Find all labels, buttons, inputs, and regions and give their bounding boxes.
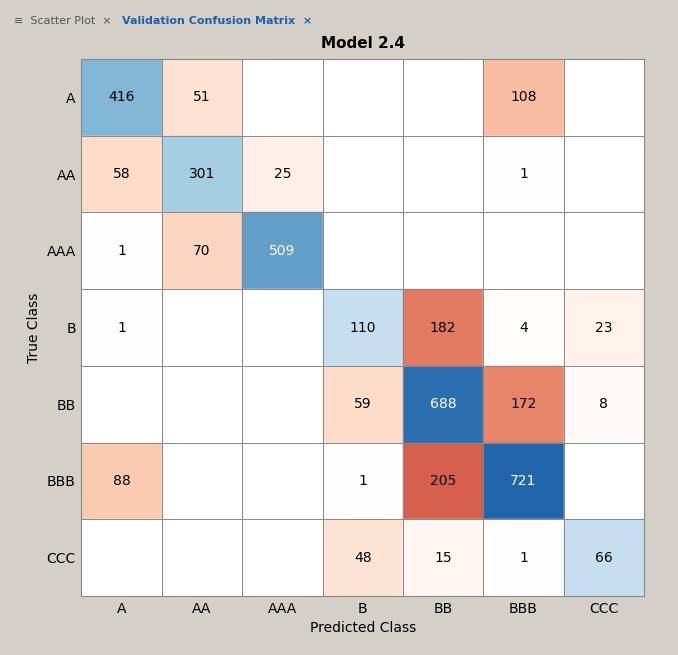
Bar [323,366,403,443]
Text: 51: 51 [193,90,211,104]
Bar [323,212,403,289]
X-axis label: Predicted Class: Predicted Class [310,621,416,635]
Bar [81,519,162,596]
Bar [563,366,644,443]
Bar [242,519,323,596]
Text: 182: 182 [430,320,456,335]
Bar [242,289,323,366]
Bar [483,136,563,212]
Bar [563,136,644,212]
Bar [242,443,323,519]
Text: 8: 8 [599,397,608,411]
Bar [323,289,403,366]
Text: 205: 205 [430,474,456,488]
Bar [162,519,242,596]
Bar [81,366,162,443]
Bar [81,443,162,519]
Bar [563,443,644,519]
Text: 1: 1 [117,320,126,335]
Bar [483,59,563,136]
Title: Model 2.4: Model 2.4 [321,36,405,51]
Bar [403,59,483,136]
Bar [403,289,483,366]
Bar [483,289,563,366]
Bar [323,519,403,596]
Bar [323,443,403,519]
Bar [162,366,242,443]
Text: 25: 25 [274,167,291,181]
Text: 172: 172 [511,397,537,411]
Text: 48: 48 [354,551,372,565]
Bar [563,59,644,136]
Bar [242,59,323,136]
Bar [563,212,644,289]
Bar [162,443,242,519]
Bar [563,289,644,366]
Text: 23: 23 [595,320,613,335]
Bar [483,443,563,519]
Text: 59: 59 [354,397,372,411]
Bar [162,289,242,366]
Bar [162,136,242,212]
Text: 1: 1 [358,474,367,488]
Text: 110: 110 [349,320,376,335]
Bar [403,212,483,289]
Bar [242,136,323,212]
Bar [81,136,162,212]
Text: 416: 416 [108,90,135,104]
Text: 88: 88 [113,474,130,488]
Bar [242,366,323,443]
Bar [242,212,323,289]
Bar [323,136,403,212]
Y-axis label: True Class: True Class [27,292,41,363]
Bar [403,136,483,212]
Text: 1: 1 [117,244,126,258]
Text: 108: 108 [511,90,537,104]
Bar [162,59,242,136]
Text: 4: 4 [519,320,528,335]
Bar [403,519,483,596]
Text: 1: 1 [519,167,528,181]
Text: 509: 509 [269,244,296,258]
Bar [563,519,644,596]
Bar [483,519,563,596]
Text: 301: 301 [188,167,215,181]
Text: 15: 15 [435,551,452,565]
Text: 66: 66 [595,551,613,565]
Text: 58: 58 [113,167,130,181]
Bar [162,212,242,289]
Text: 721: 721 [511,474,537,488]
Text: Validation Confusion Matrix  ×: Validation Confusion Matrix × [122,16,313,26]
Bar [483,212,563,289]
Text: ≡  Scatter Plot  ×: ≡ Scatter Plot × [14,16,111,26]
Bar [483,366,563,443]
Bar [403,443,483,519]
Bar [81,212,162,289]
Bar [81,59,162,136]
Bar [323,59,403,136]
Bar [81,289,162,366]
Text: 70: 70 [193,244,211,258]
Text: 1: 1 [519,551,528,565]
Text: 688: 688 [430,397,456,411]
Bar [403,366,483,443]
